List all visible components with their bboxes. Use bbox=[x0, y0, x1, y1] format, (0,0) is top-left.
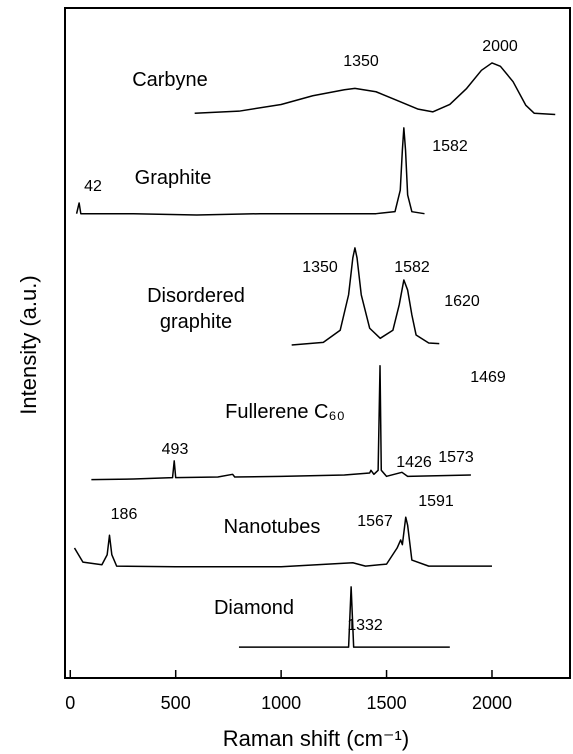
spectrum-line bbox=[238, 586, 450, 648]
series-label: Carbyne bbox=[132, 69, 208, 91]
series-label: Diamond bbox=[213, 597, 295, 619]
peak-label: 186 bbox=[111, 506, 138, 523]
peak-label: 1591 bbox=[418, 493, 454, 510]
x-tick-label: 2000 bbox=[472, 693, 512, 713]
spectrum-line bbox=[91, 365, 471, 481]
x-tick-label: 1000 bbox=[261, 693, 301, 713]
series-label: Nanotubes bbox=[223, 516, 321, 538]
series-label: Fullerene C₆₀ bbox=[225, 401, 345, 423]
peak-label: 1573 bbox=[438, 449, 474, 466]
peak-label: 1582 bbox=[432, 138, 468, 155]
plot-frame bbox=[64, 7, 571, 679]
spectrum-line bbox=[75, 127, 425, 216]
peak-label: 1620 bbox=[444, 293, 480, 310]
x-tick-label: 1500 bbox=[367, 693, 407, 713]
y-axis-label: Intensity (a.u.) bbox=[16, 275, 41, 414]
peak-label: 1469 bbox=[470, 369, 506, 386]
spectrum-line bbox=[194, 62, 556, 116]
x-tick-label: 0 bbox=[65, 693, 75, 713]
peak-label: 1332 bbox=[347, 617, 383, 634]
peak-label: 1350 bbox=[302, 259, 338, 276]
peak-label: 493 bbox=[162, 441, 189, 458]
peak-label: 1350 bbox=[343, 53, 379, 70]
series-label: Graphite bbox=[134, 167, 212, 189]
peak-label: 1426 bbox=[396, 454, 432, 471]
x-axis-label: Raman shift (cm⁻¹) bbox=[223, 726, 409, 751]
x-tick-label: 500 bbox=[161, 693, 191, 713]
spectrum-line bbox=[291, 247, 440, 346]
peak-label: 42 bbox=[84, 178, 102, 195]
series-label: Disordered graphite bbox=[147, 285, 245, 333]
spectrum-line bbox=[73, 516, 492, 568]
peak-label: 2000 bbox=[482, 38, 518, 55]
peak-label: 1582 bbox=[394, 259, 430, 276]
peak-label: 1567 bbox=[357, 513, 393, 530]
